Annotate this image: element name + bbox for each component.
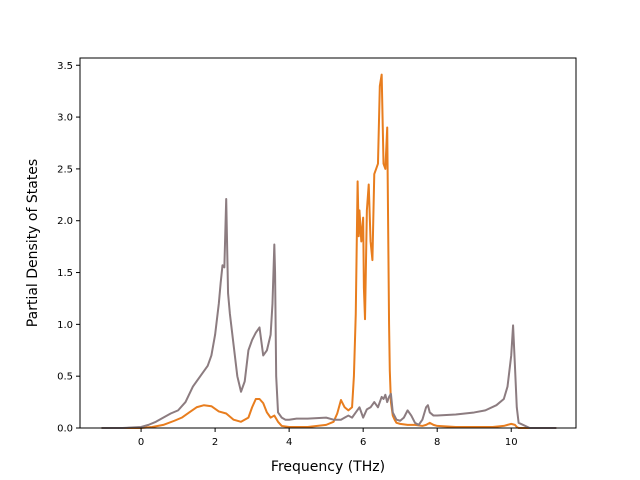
plot-frame — [79, 57, 577, 429]
y-tick-label: 3.5 — [57, 61, 73, 72]
series-line-2 — [101, 197, 557, 429]
series-line-1 — [101, 73, 557, 429]
plot-lines — [101, 73, 557, 429]
x-tick-label: 0 — [138, 437, 144, 448]
y-tick-label: 2.5 — [57, 164, 73, 175]
y-tick-label: 1.0 — [57, 320, 73, 331]
x-tick-label: 10 — [505, 437, 518, 448]
x-tick-label: 4 — [286, 437, 292, 448]
x-tick-label: 8 — [434, 437, 440, 448]
y-axis: 0.0 0.5 1.0 1.5 2.0 2.5 3.0 3.5 — [57, 61, 80, 435]
x-axis-label: Frequency (THz) — [271, 459, 385, 475]
y-tick-label: 0.0 — [57, 424, 73, 435]
y-tick-label: 3.0 — [57, 113, 73, 124]
y-axis-label: Partial Density of States — [25, 159, 41, 327]
x-tick-label: 6 — [360, 437, 366, 448]
x-axis: 0 2 4 6 8 10 — [138, 428, 518, 448]
y-tick-label: 0.5 — [57, 372, 73, 383]
y-tick-label: 2.0 — [57, 216, 73, 227]
x-tick-label: 2 — [212, 437, 218, 448]
y-tick-label: 1.5 — [57, 268, 73, 279]
